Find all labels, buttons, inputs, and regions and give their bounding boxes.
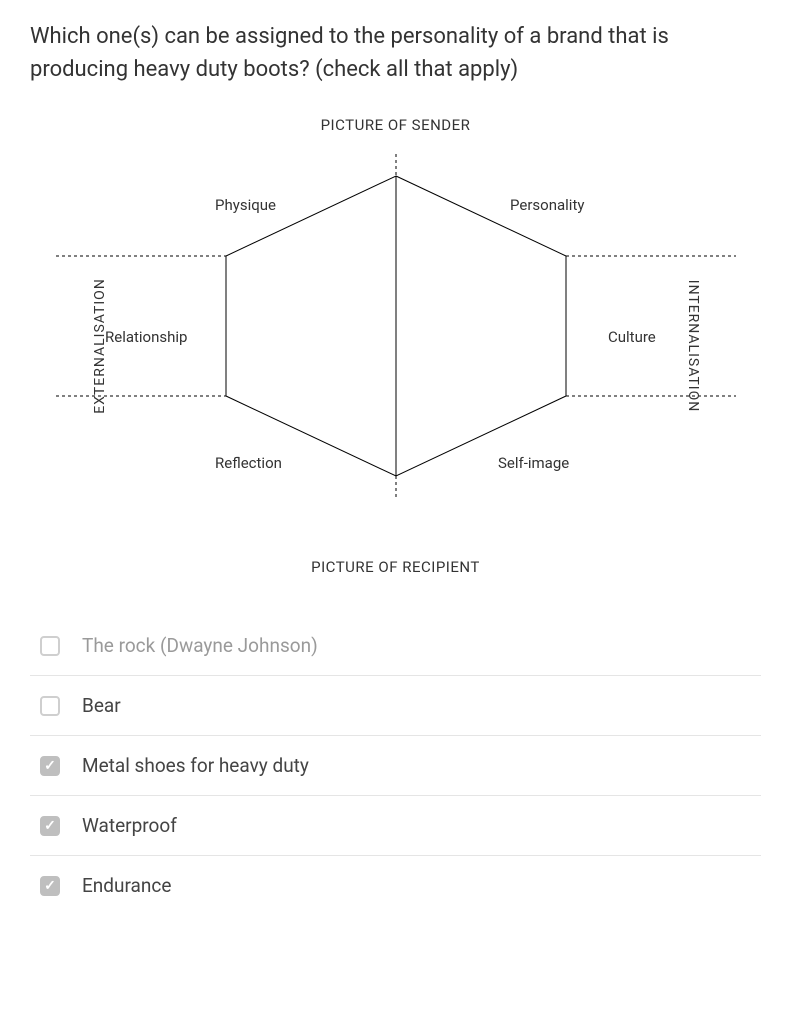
checkbox-unchecked[interactable]	[40, 636, 60, 656]
facet-relationship: Relationship	[105, 328, 187, 346]
facet-culture: Culture	[608, 328, 656, 346]
option-label: The rock (Dwayne Johnson)	[82, 634, 318, 657]
checkbox-checked[interactable]	[40, 876, 60, 896]
facet-reflection: Reflection	[215, 454, 282, 472]
option-row[interactable]: Metal shoes for heavy duty	[30, 735, 761, 795]
facet-physique: Physique	[215, 196, 276, 214]
option-row[interactable]: The rock (Dwayne Johnson)	[30, 616, 761, 675]
facet-self-image: Self-image	[498, 454, 569, 472]
option-row[interactable]: Endurance	[30, 855, 761, 915]
option-label: Endurance	[82, 874, 171, 897]
checkbox-unchecked[interactable]	[40, 696, 60, 716]
option-row[interactable]: Bear	[30, 675, 761, 735]
diagram-right-label: INTERNALISATION	[685, 280, 701, 412]
question-text: Which one(s) can be assigned to the pers…	[30, 20, 761, 86]
brand-prism-diagram: PICTURE OF SENDER EXTERNALISATION INTERN…	[30, 116, 761, 576]
option-row[interactable]: Waterproof	[30, 795, 761, 855]
diagram-left-label: EXTERNALISATION	[92, 278, 108, 414]
diagram-top-label: PICTURE OF SENDER	[321, 116, 471, 134]
prism-svg	[36, 116, 756, 536]
diagram-bottom-label: PICTURE OF RECIPIENT	[311, 558, 480, 576]
checkbox-checked[interactable]	[40, 816, 60, 836]
option-label: Metal shoes for heavy duty	[82, 754, 309, 777]
option-label: Waterproof	[82, 814, 177, 837]
option-label: Bear	[82, 694, 121, 717]
checkbox-checked[interactable]	[40, 756, 60, 776]
options-list: The rock (Dwayne Johnson) Bear Metal sho…	[30, 616, 761, 915]
facet-personality: Personality	[510, 196, 584, 214]
